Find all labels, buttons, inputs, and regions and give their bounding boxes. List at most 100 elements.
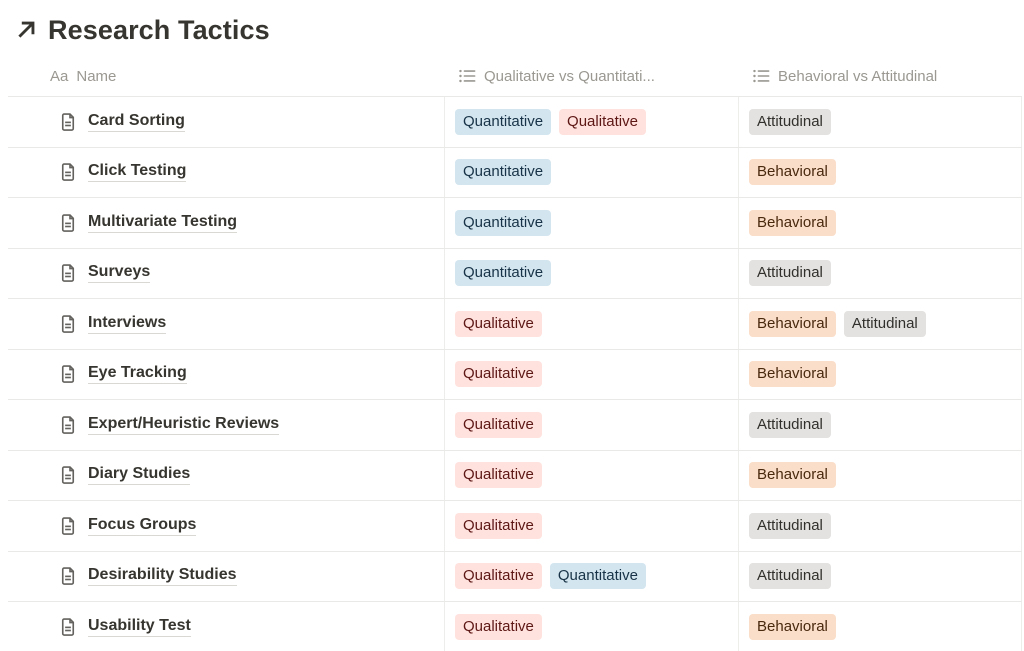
column-header-label: Name: [76, 67, 117, 85]
table-header-row: Aa Name Qualitative vs Quantitati... Beh…: [8, 56, 1022, 97]
row-name-link[interactable]: Expert/Heuristic Reviews: [88, 415, 280, 435]
table-row[interactable]: Expert/Heuristic Reviews Qualitative Att…: [8, 400, 1022, 451]
column-header-qual-quant[interactable]: Qualitative vs Quantitati...: [445, 56, 739, 96]
tag: Attitudinal: [749, 108, 831, 135]
table-body: Card Sorting Quantitative Qualitative Att…: [8, 97, 1022, 651]
tag: Quantitative: [549, 563, 646, 590]
page-icon: [58, 112, 78, 132]
table-row[interactable]: Focus Groups Qualitative Attitudinal: [8, 501, 1022, 552]
table-row[interactable]: Card Sorting Quantitative Qualitative Att…: [8, 97, 1022, 148]
tag: Qualitative: [559, 108, 646, 135]
qual-quant-cell[interactable]: Qualitative: [445, 349, 739, 399]
tag: Attitudinal: [749, 512, 831, 539]
row-name-link[interactable]: Card Sorting: [88, 112, 185, 132]
page-icon: [58, 162, 78, 182]
table-row[interactable]: Diary Studies Qualitative Behavioral: [8, 450, 1022, 501]
name-cell[interactable]: Card Sorting: [8, 97, 445, 147]
name-cell[interactable]: Interviews: [8, 299, 445, 349]
tag: Qualitative: [455, 512, 542, 539]
qual-quant-cell[interactable]: Quantitative Qualitative: [445, 97, 739, 147]
tag: Behavioral: [749, 361, 836, 388]
table-row[interactable]: Click Testing Quantitative Behavioral: [8, 147, 1022, 198]
row-name-link[interactable]: Interviews: [88, 314, 167, 334]
name-cell[interactable]: Expert/Heuristic Reviews: [8, 400, 445, 450]
tag: Quantitative: [455, 159, 552, 186]
behav-attit-cell[interactable]: Behavioral: [739, 198, 1022, 248]
row-name-link[interactable]: Multivariate Testing: [88, 213, 238, 233]
row-name-link[interactable]: Usability Test: [88, 617, 191, 637]
qual-quant-cell[interactable]: Quantitative: [445, 248, 739, 298]
page-icon: [58, 314, 78, 334]
behav-attit-cell[interactable]: Attitudinal: [739, 551, 1022, 601]
name-cell[interactable]: Desirability Studies: [8, 551, 445, 601]
tag: Behavioral: [749, 209, 836, 236]
name-cell[interactable]: Multivariate Testing: [8, 198, 445, 248]
behav-attit-cell[interactable]: Behavioral Attitudinal: [739, 299, 1022, 349]
tag: Behavioral: [749, 159, 836, 186]
name-cell[interactable]: Eye Tracking: [8, 349, 445, 399]
row-name-link[interactable]: Eye Tracking: [88, 364, 187, 385]
tag: Qualitative: [455, 462, 542, 489]
table-row[interactable]: Usability Test Qualitative Behavioral: [8, 602, 1022, 651]
qual-quant-cell[interactable]: Quantitative: [445, 147, 739, 197]
name-cell[interactable]: Surveys: [8, 248, 445, 298]
row-name-link[interactable]: Diary Studies: [88, 465, 191, 486]
behav-attit-cell[interactable]: Attitudinal: [739, 400, 1022, 450]
tag: Behavioral: [749, 613, 836, 640]
page-icon: [58, 415, 78, 435]
table-row[interactable]: Multivariate Testing Quantitative Behavi…: [8, 198, 1022, 249]
table-row[interactable]: Interviews Qualitative Behavioral Attitud…: [8, 299, 1022, 350]
tag: Quantitative: [455, 108, 552, 135]
name-cell[interactable]: Click Testing: [8, 147, 445, 197]
database-table: Aa Name Qualitative vs Quantitati... Beh…: [8, 56, 1022, 651]
page-icon: [58, 617, 78, 637]
qual-quant-cell[interactable]: Qualitative: [445, 299, 739, 349]
tag: Qualitative: [455, 310, 542, 337]
behav-attit-cell[interactable]: Behavioral: [739, 349, 1022, 399]
page-icon: [58, 516, 78, 536]
qual-quant-cell[interactable]: Qualitative: [445, 602, 739, 651]
table-row[interactable]: Desirability Studies Qualitative Quantita…: [8, 551, 1022, 602]
qual-quant-cell[interactable]: Qualitative: [445, 400, 739, 450]
behav-attit-cell[interactable]: Behavioral: [739, 602, 1022, 651]
tag: Behavioral: [749, 462, 836, 489]
multi-select-list-icon: [459, 69, 476, 83]
behav-attit-cell[interactable]: Attitudinal: [739, 97, 1022, 147]
tag: Qualitative: [455, 361, 542, 388]
text-property-icon: Aa: [50, 67, 69, 85]
column-header-label: Qualitative vs Quantitati...: [484, 67, 655, 85]
page-icon: [58, 465, 78, 485]
name-cell[interactable]: Focus Groups: [8, 501, 445, 551]
behav-attit-cell[interactable]: Behavioral: [739, 450, 1022, 500]
column-header-behav-attit[interactable]: Behavioral vs Attitudinal: [739, 56, 1022, 96]
tag: Attitudinal: [749, 563, 831, 590]
row-name-link[interactable]: Surveys: [88, 263, 151, 284]
page-title: Research Tactics: [48, 14, 270, 45]
behav-attit-cell[interactable]: Attitudinal: [739, 501, 1022, 551]
name-cell[interactable]: Usability Test: [8, 602, 445, 651]
table-row[interactable]: Eye Tracking Qualitative Behavioral: [8, 349, 1022, 400]
qual-quant-cell[interactable]: Qualitative Quantitative: [445, 551, 739, 601]
tag: Quantitative: [455, 209, 552, 236]
name-cell[interactable]: Diary Studies: [8, 450, 445, 500]
qual-quant-cell[interactable]: Quantitative: [445, 198, 739, 248]
row-name-link[interactable]: Desirability Studies: [88, 566, 237, 587]
page-icon: [58, 263, 78, 283]
qual-quant-cell[interactable]: Qualitative: [445, 501, 739, 551]
row-name-link[interactable]: Focus Groups: [88, 516, 197, 536]
tag: Attitudinal: [749, 411, 831, 438]
tag: Qualitative: [455, 613, 542, 640]
behav-attit-cell[interactable]: Attitudinal: [739, 248, 1022, 298]
table-row[interactable]: Surveys Quantitative Attitudinal: [8, 248, 1022, 299]
database-title-link[interactable]: Research Tactics: [0, 0, 1024, 56]
column-header-name[interactable]: Aa Name: [8, 56, 445, 96]
column-header-label: Behavioral vs Attitudinal: [778, 67, 938, 85]
multi-select-list-icon: [753, 69, 770, 83]
arrow-up-right-icon: [14, 18, 38, 42]
tag: Behavioral: [749, 310, 836, 337]
qual-quant-cell[interactable]: Qualitative: [445, 450, 739, 500]
behav-attit-cell[interactable]: Behavioral: [739, 147, 1022, 197]
row-name-link[interactable]: Click Testing: [88, 162, 187, 183]
page-icon: [58, 566, 78, 586]
